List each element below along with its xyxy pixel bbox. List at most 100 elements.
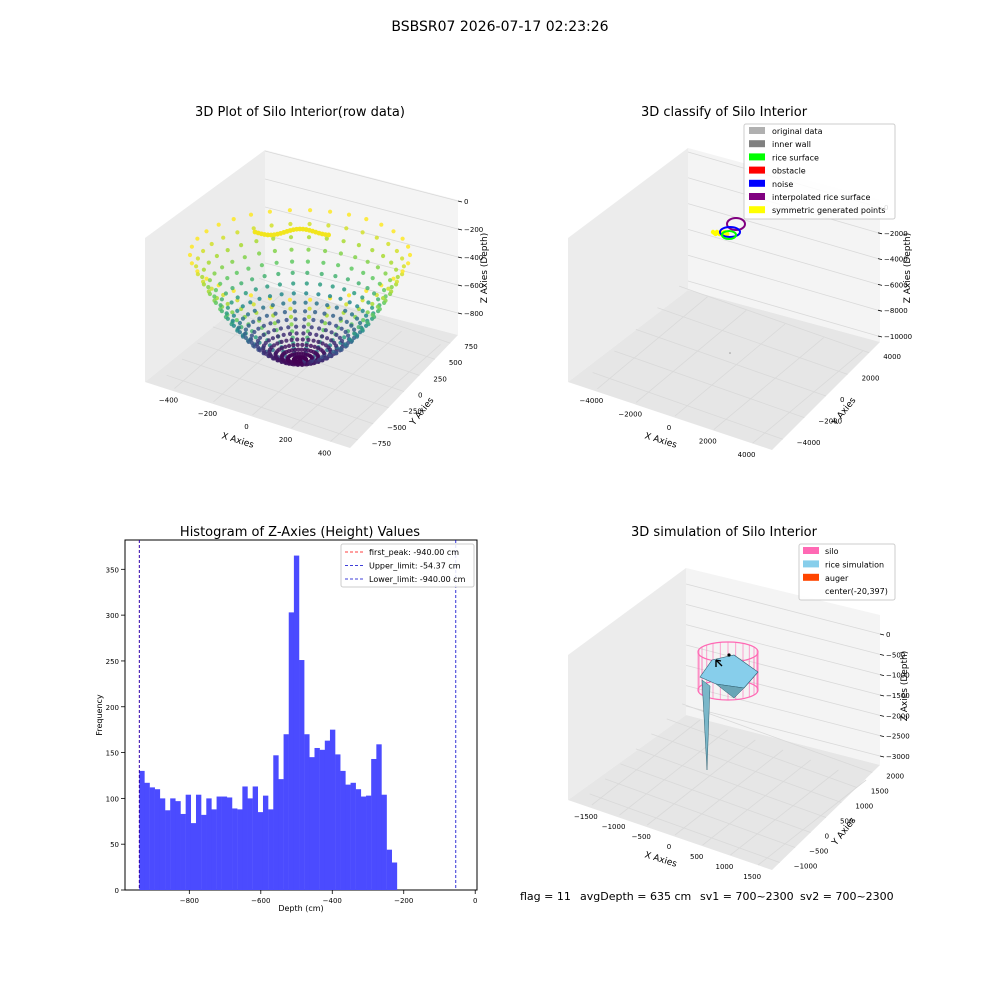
- data-point: [343, 308, 348, 313]
- x-tick-label: −800: [180, 897, 199, 905]
- data-point: [389, 289, 394, 294]
- grid-line: [730, 769, 839, 856]
- data-point: [333, 343, 339, 348]
- data-point: [314, 301, 319, 306]
- histogram-bar: [309, 757, 315, 890]
- data-point: [284, 317, 289, 323]
- z-tick-label: −2000: [886, 712, 910, 720]
- histogram-bar: [360, 796, 367, 890]
- grid-line: [264, 262, 459, 314]
- data-point: [311, 317, 316, 323]
- data-point: [352, 327, 357, 332]
- z-tick-label: −1000: [886, 672, 910, 680]
- data-point: [394, 267, 399, 272]
- data-point: [323, 356, 328, 361]
- grid-line: [252, 317, 363, 416]
- data-point: [292, 309, 297, 314]
- data-point: [257, 251, 262, 256]
- data-point: [401, 264, 406, 269]
- data-point: [296, 347, 301, 352]
- x-tick-label: 1500: [743, 873, 761, 881]
- data-point: [338, 316, 343, 321]
- y-tick-label: 2000: [886, 773, 904, 781]
- data-point: [291, 281, 296, 286]
- y-tick-label: −2000: [818, 418, 842, 426]
- data-point: [271, 236, 276, 241]
- data-point: [216, 222, 221, 227]
- panel-simulation-3d: 3D simulation of Silo Interior −1500 −100…: [568, 525, 910, 881]
- data-point: [253, 335, 258, 340]
- legend-swatch: [803, 573, 819, 581]
- legend-label: silo: [825, 547, 839, 556]
- auger-arrow-icon: [715, 659, 723, 667]
- x-tick-label: 0: [473, 897, 477, 905]
- data-point: [289, 322, 294, 327]
- grid-line: [589, 793, 780, 863]
- z-tick-mark: [879, 694, 885, 697]
- y-tick-label: 350: [106, 566, 119, 574]
- histogram-bar: [175, 801, 181, 890]
- data-point: [366, 300, 371, 305]
- data-point: [365, 320, 370, 325]
- data-point: [277, 282, 282, 287]
- legend-label: interpolated rice surface: [772, 193, 870, 202]
- data-point: [319, 355, 324, 360]
- z-tick-mark: [457, 284, 463, 287]
- data-point: [267, 209, 272, 214]
- y-tick-label: −4000: [797, 439, 821, 447]
- data-point: [323, 328, 328, 333]
- histogram-bar: [201, 814, 207, 890]
- x-tick-label: 1000: [716, 863, 734, 871]
- data-point: [323, 248, 328, 254]
- x-tick-label: 400: [318, 449, 331, 457]
- data-point: [321, 260, 326, 265]
- data-point: [301, 331, 306, 336]
- data-point: [375, 265, 380, 270]
- interpolated-rice-surface: [726, 217, 746, 231]
- data-point: [269, 223, 274, 228]
- data-point: [257, 296, 262, 301]
- x-tick-label: −4000: [580, 397, 604, 405]
- raw-pane-back: [145, 150, 265, 382]
- y-tick-label: 0: [115, 887, 119, 895]
- histogram-bar: [154, 789, 161, 890]
- data-point: [358, 320, 363, 326]
- histogram-bar: [345, 784, 351, 890]
- legend-label: inner wall: [772, 140, 811, 149]
- data-point: [329, 338, 334, 343]
- raw-x-axis-label: X Axies: [220, 431, 255, 450]
- data-point: [290, 270, 295, 275]
- histogram-bar: [221, 796, 228, 890]
- histogram-bar: [381, 794, 387, 890]
- raw-axes-box: [145, 150, 458, 448]
- data-point: [343, 329, 348, 335]
- y-tick-label: 1000: [855, 803, 873, 811]
- histogram-bar: [237, 809, 243, 890]
- data-point: [239, 281, 244, 286]
- x-tick-label: −1000: [602, 823, 626, 831]
- data-point: [306, 337, 311, 342]
- data-point: [230, 259, 235, 264]
- data-point: [400, 236, 405, 241]
- data-point: [240, 304, 245, 309]
- z-tick-label: −2000: [884, 230, 908, 238]
- footer-flag: flag = 11: [520, 890, 571, 903]
- data-point: [322, 311, 327, 316]
- data-point: [270, 303, 275, 308]
- z-tick-label: −2500: [886, 733, 910, 741]
- y-tick-label: 250: [433, 375, 446, 383]
- data-point: [262, 274, 267, 279]
- data-point: [294, 324, 299, 329]
- data-point: [272, 248, 277, 254]
- grid-line: [687, 229, 879, 285]
- data-point: [306, 235, 312, 240]
- data-point: [407, 252, 413, 258]
- grid-line: [682, 703, 873, 773]
- data-point: [295, 337, 300, 342]
- data-point: [321, 350, 327, 356]
- data-point: [295, 342, 300, 347]
- data-point: [308, 297, 313, 302]
- data-point: [319, 319, 324, 324]
- histogram-bar: [242, 786, 248, 890]
- histogram-bar: [247, 798, 253, 890]
